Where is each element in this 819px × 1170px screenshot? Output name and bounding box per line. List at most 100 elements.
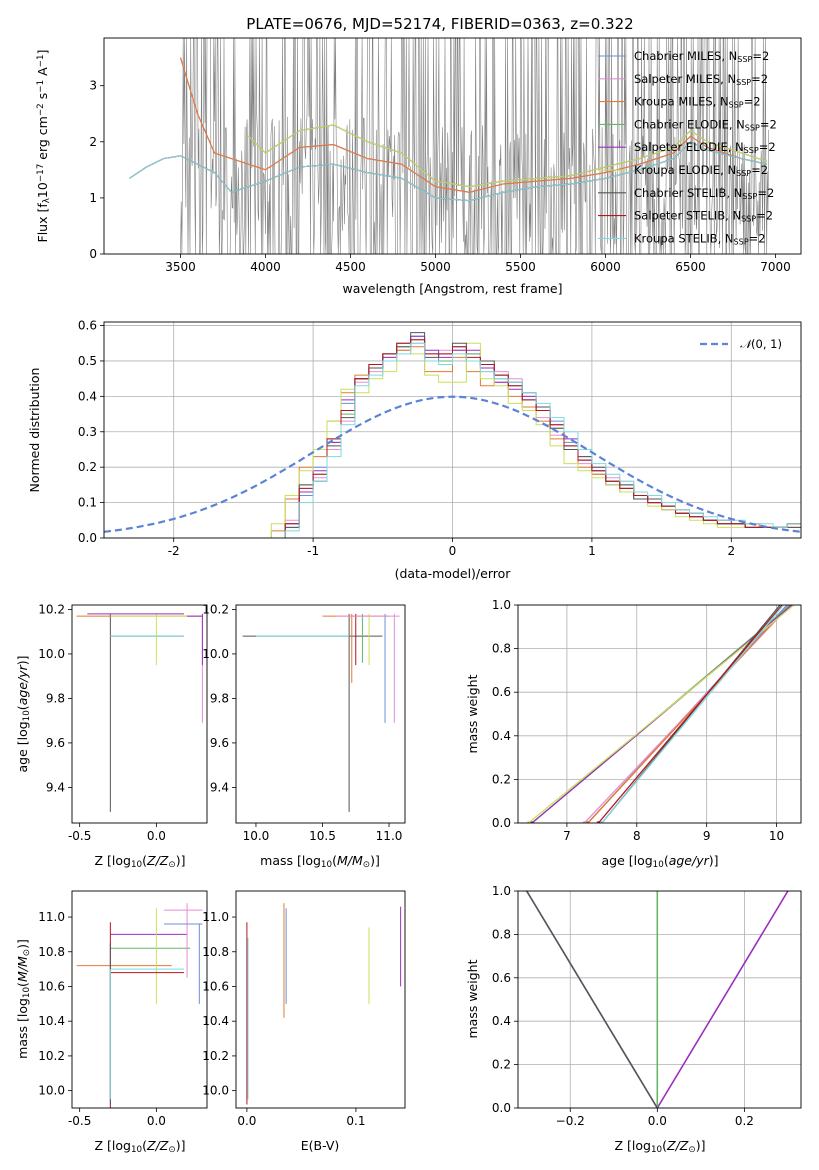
legend-entry: Salpeter MILES, NSSP=2 (634, 72, 768, 87)
label-part: 10 (321, 860, 332, 870)
label-part: SSP (737, 55, 752, 64)
axes-frame (103, 37, 802, 255)
label-part: λ (42, 198, 52, 203)
label-part: −2 (36, 103, 46, 116)
x-tick-label: 4000 (250, 260, 281, 274)
y-tick-label: 0.2 (78, 460, 97, 474)
y-axis-label: mass weight (465, 959, 480, 1038)
x-tick-label: 2 (727, 544, 735, 558)
label-part: Z/Z (146, 1138, 169, 1153)
label-part: 10 (653, 860, 664, 870)
label-part: =2 (749, 231, 766, 245)
y-tick-label: 0.2 (492, 1058, 511, 1072)
label-part: =2 (751, 163, 768, 177)
x-tick-label: 6500 (675, 260, 706, 274)
label-part: ( (142, 1138, 147, 1153)
y-tick-label: 10.8 (38, 945, 65, 959)
x-tick-label: 1 (588, 544, 596, 558)
plot-mass-weight-vs-Z: −0.2 0.0 0.2 0.0 0.2 0.4 0.6 0.8 1.0 Z [log10(Z/Z… (465, 884, 802, 1155)
y-axis-label: mass [log10(M/M⊙)] (15, 939, 32, 1059)
y-tick-label: 0 (89, 247, 97, 261)
x-tick-label: 11.0 (376, 829, 403, 843)
label-part: )] (176, 853, 186, 868)
normal-curve (104, 395, 801, 533)
legend-entry: Kroupa ELODIE, NSSP=2 (634, 163, 768, 178)
x-tick-label: -2 (168, 544, 180, 558)
x-axis-label: mass [log10(M/M⊙)] (260, 853, 380, 870)
label-part: −1 (36, 80, 46, 93)
label-part: Salpeter STELIB, N (634, 209, 741, 223)
label-part: 10 (651, 1145, 662, 1155)
label-part: mass [log (260, 853, 321, 868)
y-tick-label: 2 (89, 135, 97, 149)
y-tick-label: 10.0 (202, 647, 229, 661)
y-tick-label: 10.2 (202, 602, 229, 616)
axes-frame (517, 604, 802, 824)
label-part: SSP (734, 237, 749, 246)
residual-histogram (271, 342, 801, 538)
plot-area (76, 613, 203, 812)
plot-area (129, 38, 770, 254)
label-part: =2 (752, 49, 769, 63)
x-tick-label: 0.0 (147, 829, 166, 843)
x-tick-label: 3500 (165, 260, 196, 274)
residual-histogram (271, 339, 801, 538)
label-part: (0, 1) (751, 337, 782, 351)
x-tick-label: 9 (703, 829, 711, 843)
y-tick-label: 0.1 (78, 496, 97, 510)
label-part: age [log (15, 721, 30, 772)
label-part: )] (176, 1138, 186, 1153)
label-part: )] (696, 1138, 706, 1153)
label-part: erg cm (35, 116, 50, 164)
y-tick-label: 0.5 (78, 354, 97, 368)
label-part: )] (15, 655, 30, 665)
label-part: −17 (36, 164, 46, 182)
label-part: Kroupa MILES, N (634, 95, 729, 109)
plot-mass-vs-EBV: 0.0 0.1 10.0 10.2 10.4 10.6 10.8 11.0 E(B-V) (202, 890, 406, 1153)
label-part: ( (664, 853, 669, 868)
y-tick-label: 3 (89, 79, 97, 93)
x-tick-label: 6000 (590, 260, 621, 274)
y-tick-label: 0.0 (78, 531, 97, 545)
label-part: A (35, 67, 50, 80)
plot-residual-distribution: -2 -1 0 1 2 0.0 0.1 0.2 0.3 0.4 0.5 0.6 (data-model)… (27, 319, 802, 581)
label-part: ⊙ (168, 860, 175, 870)
y-tick-label: 10.2 (38, 602, 65, 616)
cumulative-mass-line (601, 605, 784, 823)
y-tick-label: 9.4 (210, 780, 229, 794)
y-tick-label: 0.6 (492, 685, 511, 699)
label-part: ( (15, 982, 30, 987)
x-tick-label: 5000 (420, 260, 451, 274)
label-part: =2 (756, 209, 773, 223)
label-part: M/M (337, 853, 363, 868)
label-part: Z [log (95, 853, 131, 868)
cumulative-mass-line (526, 891, 658, 1108)
y-tick-label: 0.6 (492, 971, 511, 985)
x-tick-label: -1 (307, 544, 319, 558)
y-tick-label: 10.6 (38, 979, 65, 993)
label-part: ( (142, 853, 147, 868)
label-part: =2 (757, 186, 774, 200)
label-part: Z/Z (666, 1138, 689, 1153)
legend-entry: Salpeter ELODIE, NSSP=2 (634, 140, 776, 155)
x-axis-label: Z [log10(Z/Z⊙)] (95, 1138, 186, 1155)
y-tick-label: 10.2 (202, 1049, 229, 1063)
y-tick-label: 0.4 (78, 389, 97, 403)
y-tick-label: 0.2 (492, 772, 511, 786)
y-tick-label: 9.4 (46, 780, 65, 794)
x-tick-label: -0.5 (68, 829, 91, 843)
x-tick-label: 0.0 (237, 1114, 256, 1128)
cumulative-mass-line (597, 605, 783, 823)
model-spectrum-line (179, 57, 768, 193)
label-part: SSP (729, 101, 744, 110)
x-tick-label: 0.0 (648, 1114, 667, 1128)
label-part: Chabrier ELODIE, N (634, 117, 745, 131)
label-part: )] (15, 939, 30, 949)
x-tick-label: 0.0 (147, 1114, 166, 1128)
axes-frame (235, 604, 406, 824)
plots-layer: 3500 4000 4500 5000 5500 6000 6500 7000 0 1 2 3 wave… (15, 37, 802, 1155)
y-tick-label: 9.6 (46, 736, 65, 750)
y-tick-label: 10.6 (202, 979, 229, 993)
x-axis-label: Z [log10(Z/Z⊙)] (615, 1138, 706, 1155)
